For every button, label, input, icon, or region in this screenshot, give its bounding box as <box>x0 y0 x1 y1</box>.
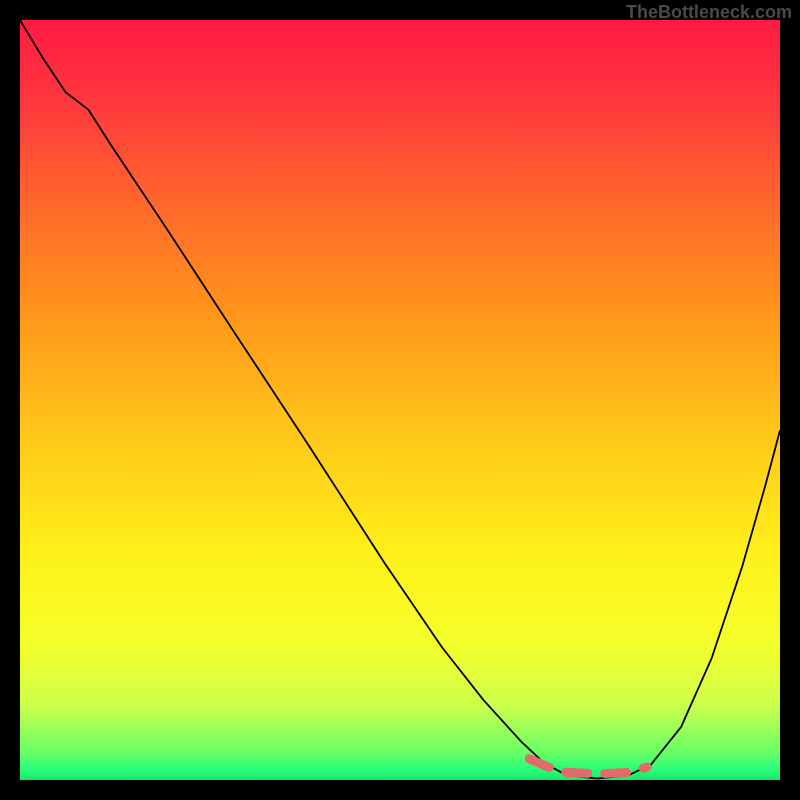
bottleneck-chart <box>20 20 780 780</box>
chart-container <box>20 20 780 780</box>
attribution-text: TheBottleneck.com <box>626 2 792 23</box>
gradient-background <box>20 20 780 780</box>
